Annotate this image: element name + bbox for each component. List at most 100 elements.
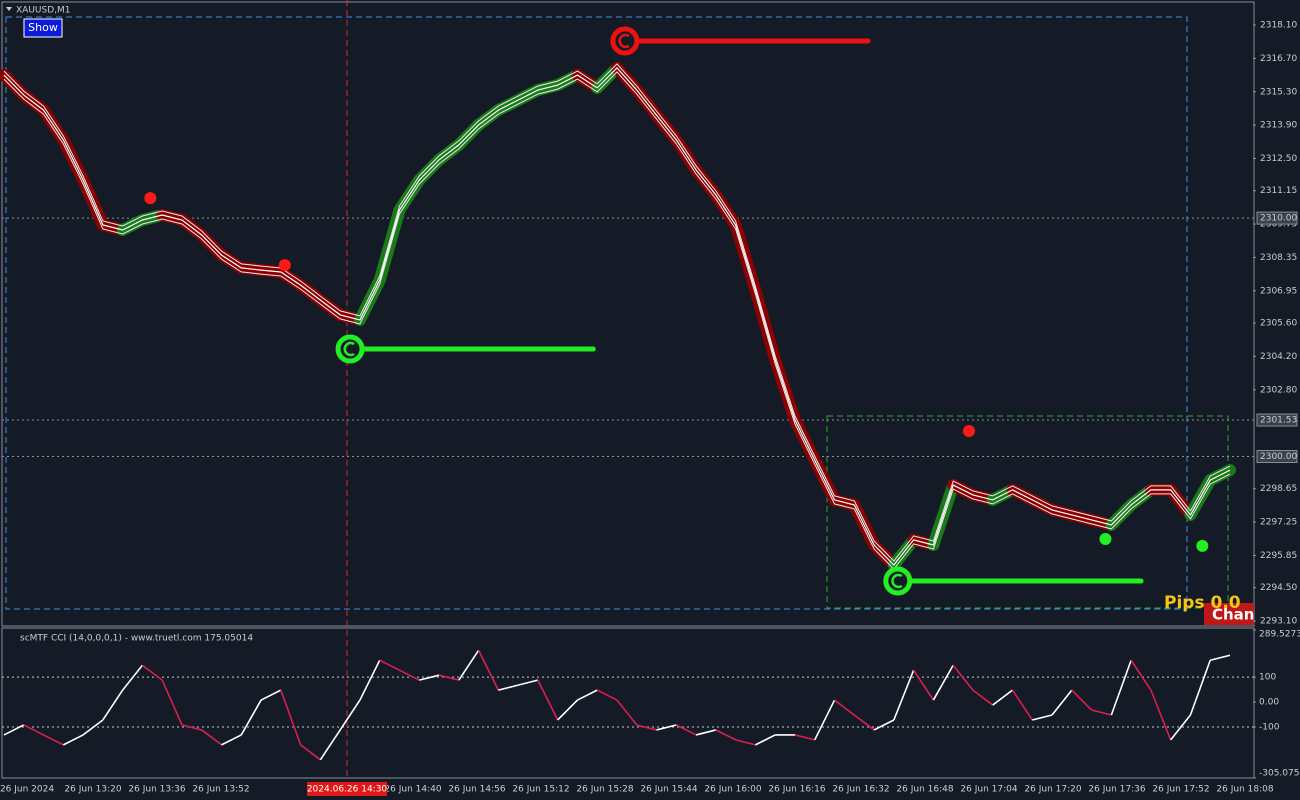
y-tick-label: 2298.65 (1260, 484, 1297, 494)
cci-segment (873, 719, 895, 731)
cci-segment (1210, 654, 1231, 662)
time-label: 26 Jun 17:52 (1152, 785, 1209, 795)
y-tick-label: 2304.20 (1260, 352, 1297, 362)
y-tick-label: 2302.80 (1260, 385, 1297, 395)
signal-ring (610, 26, 640, 56)
cci-segment (300, 744, 321, 761)
cci-segment (794, 734, 815, 741)
y-tick-label: 2306.95 (1260, 286, 1297, 296)
cursor-label: 2024.06.26 14:30 (307, 785, 388, 795)
signal-dot (278, 259, 291, 272)
cci-segment (319, 729, 341, 761)
cci-segment (240, 699, 262, 736)
y-tick-label: 2313.90 (1260, 121, 1297, 131)
cci-segment (912, 669, 935, 701)
cci-segment (102, 689, 124, 721)
time-label: 26 Jun 17:20 (1024, 785, 1081, 795)
cci-segment (755, 734, 776, 746)
cci-segment (735, 739, 756, 746)
y-tick-label: 2312.50 (1260, 154, 1297, 164)
cci-segment (1051, 689, 1073, 716)
cci-segment (596, 689, 618, 701)
cci-segment (853, 714, 875, 731)
time-label: 26 Jun 16:16 (768, 785, 825, 795)
signal-dot (962, 424, 975, 437)
cci-segment (359, 659, 381, 701)
y-tick-label: 2297.25 (1260, 518, 1297, 528)
cci-segment (23, 724, 44, 736)
y-tick-label: 2318.10 (1260, 21, 1297, 31)
cci-segment (834, 699, 855, 716)
cci-segment (122, 664, 144, 691)
cci-segment (656, 724, 677, 731)
level-badge (1256, 211, 1298, 225)
band-center (3, 67, 1231, 566)
range-box (5, 16, 1188, 610)
cci-segment (517, 679, 539, 686)
time-label: 26 Jun 14:40 (384, 785, 441, 795)
level-label: 2300.00 (1260, 452, 1297, 462)
cci-title: scMTF CCI (14,0,0,0,1) - www.truetl.com … (20, 634, 253, 644)
time-label: 26 Jun 14:56 (448, 785, 505, 795)
cci-segment (43, 734, 64, 746)
band-edge (3, 63, 1231, 562)
cci-segment (458, 649, 480, 681)
show-button[interactable] (23, 18, 63, 38)
cci-segment (695, 729, 717, 736)
y-tick-label: 2294.50 (1260, 583, 1297, 593)
level-badge (1256, 450, 1298, 464)
level-badge (1256, 413, 1298, 427)
cci-segment (932, 664, 954, 701)
cci-segment (992, 689, 1013, 706)
time-label: 26 Jun 13:36 (128, 785, 185, 795)
time-label: 26 Jun 17:36 (1088, 785, 1145, 795)
time-label: 26 Jun 16:00 (704, 785, 761, 795)
signal-ring (883, 566, 913, 596)
y-tick-label: 2315.30 (1260, 87, 1297, 97)
cci-segment (1170, 714, 1192, 741)
cci-tick-label: -100 (1259, 722, 1280, 732)
cci-segment (1150, 689, 1172, 741)
channel-box (826, 415, 1229, 609)
time-label: 26 Jun 17:04 (960, 785, 1017, 795)
time-label: 26 Jun 15:44 (640, 785, 697, 795)
signal-glyph (891, 573, 903, 589)
cci-segment (141, 664, 163, 681)
time-label: 26 Jun 16:48 (896, 785, 953, 795)
signal-ring (335, 334, 365, 364)
y-tick-label: 2316.70 (1260, 54, 1297, 64)
time-label: 26 Jun 13:52 (192, 785, 249, 795)
signal-glyph (343, 341, 355, 357)
time-label: 26 Jun 18:08 (1216, 785, 1273, 795)
cci-segment (1130, 659, 1152, 691)
cci-frame (1, 627, 1255, 779)
signal-dot (144, 192, 157, 205)
cursor-badge (307, 782, 387, 796)
cci-segment (1189, 659, 1211, 716)
y-tick-label: 2308.35 (1260, 253, 1297, 263)
pips-label: Pips 0.0 (1164, 593, 1241, 613)
cci-segment (1011, 689, 1033, 721)
y-tick-label: 2305.60 (1260, 319, 1297, 329)
show-button-label[interactable]: Show (28, 21, 58, 34)
cci-segment (498, 684, 519, 691)
cci-segment (379, 659, 400, 671)
cci-segment (893, 669, 915, 721)
cci-segment (675, 724, 697, 736)
cci-segment (616, 699, 638, 726)
cci-segment (181, 724, 202, 731)
cci-segment (82, 719, 104, 736)
cci-segment (1110, 659, 1132, 716)
cci-segment (438, 674, 460, 681)
cci-segment (221, 734, 242, 746)
price-frame (1, 1, 1255, 627)
cci-segment (1071, 689, 1093, 711)
cci-segment (399, 669, 420, 681)
time-label: 26 Jun 2024 (0, 785, 54, 795)
cci-segment (636, 724, 657, 731)
level-label: 2301.53 (1260, 416, 1297, 426)
menu-arrow (6, 7, 12, 11)
chan-badge (1204, 603, 1254, 625)
